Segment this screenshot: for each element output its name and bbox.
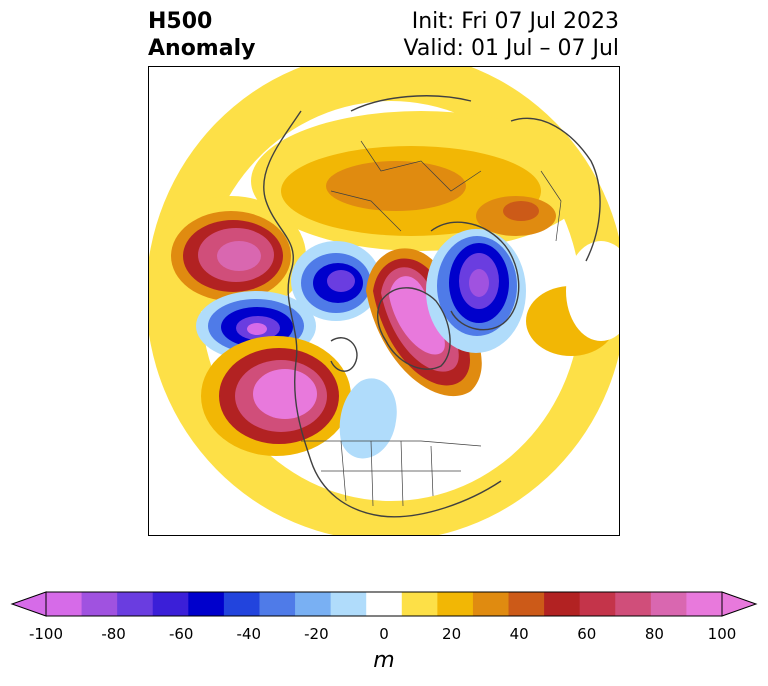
date-info: Init: Fri 07 Jul 2023 Valid: 01 Jul – 07… (404, 8, 619, 62)
colorbar-tick-label: -80 (101, 625, 126, 643)
colorbar-cell (615, 592, 652, 616)
colorbar-cell (686, 592, 723, 616)
colorbar-cell (152, 592, 189, 616)
neutral-area (566, 241, 619, 341)
ridge-greenland (366, 248, 482, 397)
coastlines (263, 95, 601, 518)
trough-central-north-america (339, 378, 397, 459)
trough-canada-baffin (291, 241, 381, 321)
colorbar (10, 591, 758, 617)
ridge-gulf-of-alaska (201, 336, 351, 456)
colorbar-min-arrow (10, 591, 47, 617)
ridge-aleutians (156, 196, 306, 316)
colorbar-cell (579, 592, 616, 616)
colorbar-cell (650, 592, 687, 616)
colorbar-cell (330, 592, 367, 616)
colorbar-tick-label: -40 (236, 625, 262, 643)
colorbar-frame (45, 591, 723, 617)
colorbar-tick-label: -60 (168, 625, 194, 643)
colorbar-tick-label: 60 (577, 625, 597, 643)
colorbar-cell (437, 592, 474, 616)
colorbar-cell (46, 592, 83, 616)
colorbar-cell (544, 592, 581, 616)
anomaly-map (149, 67, 619, 535)
colorbar-tick-label: 0 (379, 625, 389, 643)
colorbar-cell (117, 592, 154, 616)
trough-ural-siberia (426, 229, 526, 353)
valid-date-range: Valid: 01 Jul – 07 Jul (403, 36, 619, 61)
colorbar-tick-label: 80 (644, 625, 664, 643)
title-line-1: H500 (148, 9, 213, 34)
map-panel (148, 66, 620, 536)
init-date: Init: Fri 07 Jul 2023 (411, 9, 619, 34)
colorbar-cell (223, 592, 260, 616)
colorbar-tick-label: -100 (28, 625, 64, 643)
colorbar-tick-label: 20 (442, 625, 462, 643)
colorbar-cell (259, 592, 296, 616)
colorbar-tick-label: -20 (304, 625, 329, 643)
colorbar-cell (366, 592, 403, 616)
colorbar-tick-label: 100 (707, 625, 737, 643)
colorbar-cell (81, 592, 118, 616)
colorbar-max-arrow (721, 591, 758, 617)
colorbar-cell (508, 592, 545, 616)
colorbar-cell (188, 592, 225, 616)
colorbar-cell (401, 592, 438, 616)
political-borders (301, 140, 562, 507)
colorbar-cell (295, 592, 332, 616)
colorbar-unit: m (373, 648, 395, 673)
map-title: H500 Anomaly (148, 8, 255, 62)
title-line-2: Anomaly (148, 36, 256, 61)
colorbar-tick-label: 40 (509, 625, 529, 643)
colorbar-cell (472, 592, 510, 616)
